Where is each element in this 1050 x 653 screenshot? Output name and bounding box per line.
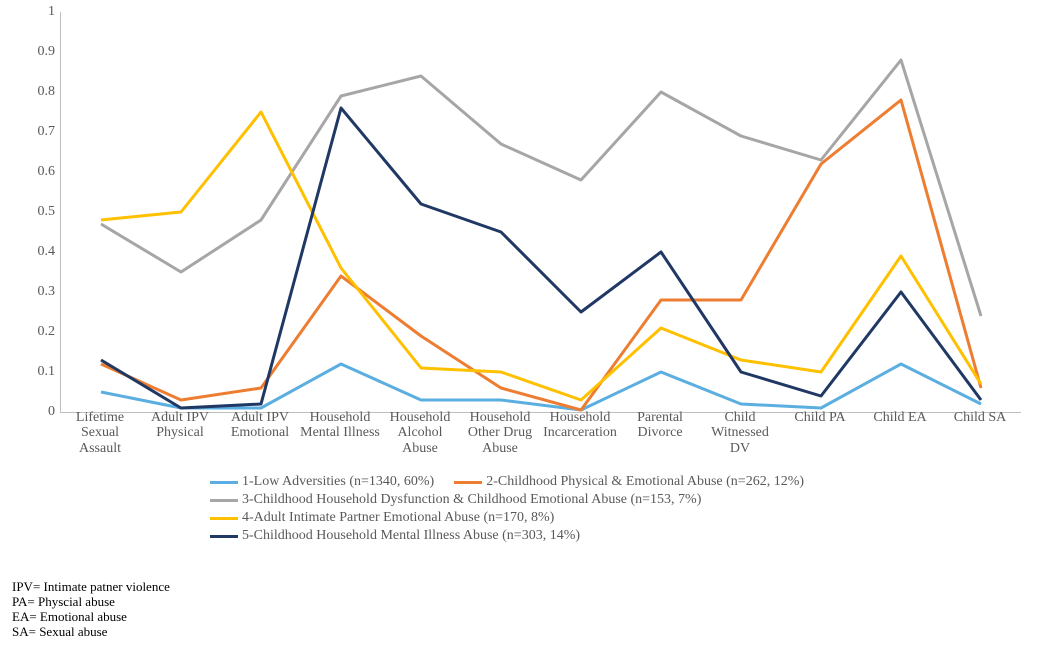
legend-item-s2: 2-Childhood Physical & Emotional Abuse (…: [454, 474, 804, 490]
x-tick-label: Child PA: [780, 410, 860, 425]
x-tick-label: Child SA: [940, 410, 1020, 425]
footnote-line: IPV= Intimate patner violence: [12, 580, 170, 595]
x-tick-label: Child EA: [860, 410, 940, 425]
series-s3: [101, 60, 981, 316]
legend-label: 1-Low Adversities (n=1340, 60%): [242, 474, 434, 490]
x-tick-label: Adult IPV Physical: [140, 410, 220, 441]
legend-item-s4: 4-Adult Intimate Partner Emotional Abuse…: [210, 510, 554, 526]
line-chart: 00.10.20.30.40.50.60.70.80.91 1-Low Adve…: [10, 6, 1040, 526]
x-tick-label: Parental Divorce: [620, 410, 700, 441]
legend-swatch: [210, 499, 238, 502]
y-tick-label: 1: [48, 4, 61, 20]
legend-swatch: [210, 481, 238, 484]
plot-svg: [61, 12, 1021, 412]
x-tick-label: Household Mental Illness: [300, 410, 380, 441]
legend-item-s3: 3-Childhood Household Dysfunction & Chil…: [210, 492, 701, 508]
legend-item-s1: 1-Low Adversities (n=1340, 60%): [210, 474, 434, 490]
y-tick-label: 0.3: [38, 284, 62, 300]
series-s4: [101, 112, 981, 400]
legend-swatch: [454, 481, 482, 484]
x-tick-label: Lifetime Sexual Assault: [60, 410, 140, 456]
x-tick-label: Household Alcohol Abuse: [380, 410, 460, 456]
legend-item-s5: 5-Childhood Household Mental Illness Abu…: [210, 528, 580, 544]
legend-label: 2-Childhood Physical & Emotional Abuse (…: [486, 474, 804, 490]
y-tick-label: 0.2: [38, 324, 62, 340]
footnote-line: PA= Physcial abuse: [12, 595, 170, 610]
footnote-line: SA= Sexual abuse: [12, 625, 170, 640]
legend-swatch: [210, 517, 238, 520]
legend-label: 5-Childhood Household Mental Illness Abu…: [242, 528, 580, 544]
y-tick-label: 0.7: [38, 124, 62, 140]
y-tick-label: 0.5: [38, 204, 62, 220]
y-tick-label: 0.4: [38, 244, 62, 260]
legend-swatch: [210, 535, 238, 538]
y-tick-label: 0.8: [38, 84, 62, 100]
x-tick-label: Household Other Drug Abuse: [460, 410, 540, 456]
x-tick-label: Household Incarceration: [540, 410, 620, 441]
legend-label: 4-Adult Intimate Partner Emotional Abuse…: [242, 510, 554, 526]
plot-area: 00.10.20.30.40.50.60.70.80.91: [60, 12, 1021, 413]
series-s5: [101, 108, 981, 408]
x-tick-label: Child Witnessed DV: [700, 410, 780, 456]
y-tick-label: 0.9: [38, 44, 62, 60]
footnote: IPV= Intimate patner violencePA= Physcia…: [12, 580, 170, 640]
y-tick-label: 0.1: [38, 364, 62, 380]
legend: 1-Low Adversities (n=1340, 60%) 2-Childho…: [210, 474, 930, 546]
legend-label: 3-Childhood Household Dysfunction & Chil…: [242, 492, 701, 508]
x-tick-label: Adult IPV Emotional: [220, 410, 300, 441]
y-tick-label: 0.6: [38, 164, 62, 180]
footnote-line: EA= Emotional abuse: [12, 610, 170, 625]
